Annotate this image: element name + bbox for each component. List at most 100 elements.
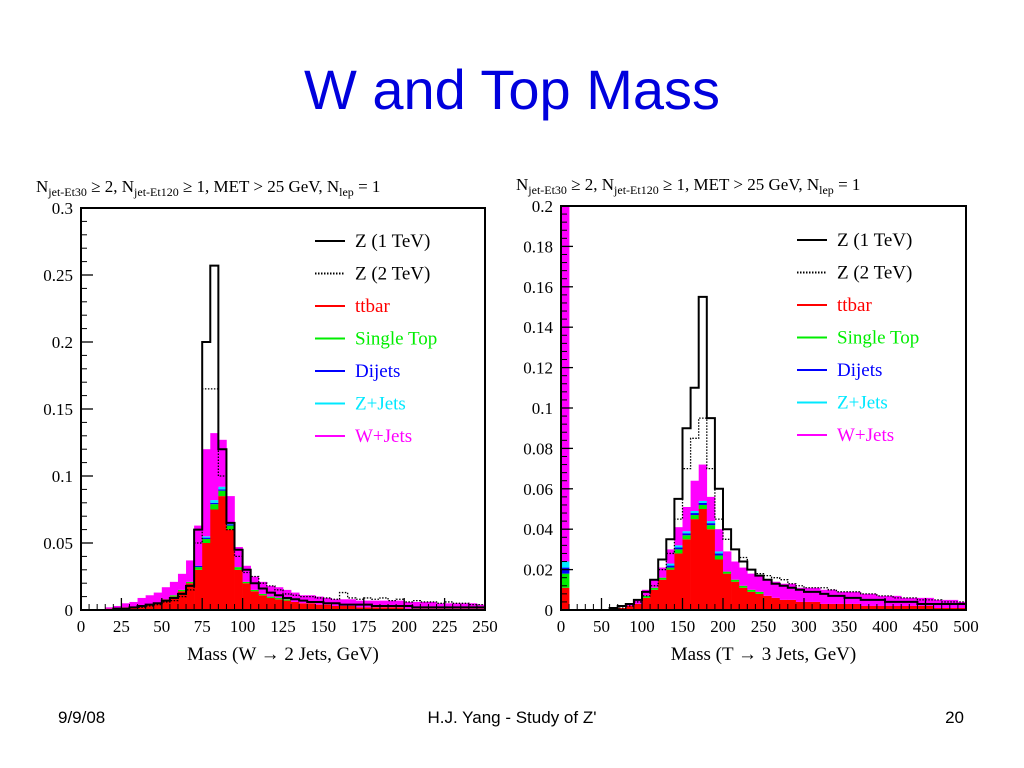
bar-single-top (666, 567, 675, 570)
x-tick-label: 300 (791, 617, 817, 636)
x-tick-label: 50 (593, 617, 610, 636)
bar-single-top (682, 535, 691, 540)
bar-single-top (242, 581, 251, 584)
legend-label-zjets: Z+Jets (355, 394, 406, 415)
x-tick-label: 0 (77, 617, 86, 636)
bar-single-top (202, 538, 211, 543)
bar-ttbar (194, 569, 203, 610)
bar-ttbar (339, 605, 348, 610)
bar-ttbar (177, 591, 187, 610)
bar-single-top (739, 585, 748, 588)
bar-wjets (828, 589, 837, 604)
bar-single-top (266, 596, 276, 598)
x-axis-label: Mass (W → 2 Jets, GeV) (187, 644, 379, 665)
w-mass-histogram: Njet-Et30​ ≥ 2, Njet-Et120​ ≥ 1, MET > 2… (36, 177, 498, 665)
bar-wjets (129, 601, 138, 608)
legend-label-z1: Z (1 TeV) (355, 231, 430, 252)
y-tick-label: 0.2 (532, 197, 553, 216)
bar-ttbar (836, 603, 845, 610)
bar-wjets (218, 439, 227, 487)
y-tick-label: 0.14 (523, 318, 553, 337)
bar-ttbar (804, 601, 813, 610)
bar-single-top (218, 490, 227, 497)
bar-ttbar (363, 607, 373, 610)
bar-ttbar (234, 569, 243, 610)
bar-wjets (642, 589, 651, 596)
bar-ttbar (609, 607, 618, 610)
bar-wjets (379, 600, 389, 608)
bar-wjets (161, 587, 171, 600)
y-tick-label: 0.04 (523, 520, 553, 539)
bar-zjets (682, 531, 691, 534)
bar-dijets (226, 524, 235, 526)
legend-label-z2: Z (2 TeV) (837, 263, 912, 284)
bar-wjets (307, 595, 316, 604)
bar-ttbar (723, 573, 732, 610)
bar-wjets (925, 597, 934, 606)
y-tick-label: 0.06 (523, 480, 553, 499)
bar-wjets (113, 605, 122, 609)
y-tick-label: 0.12 (523, 359, 553, 378)
y-tick-label: 0.1 (532, 399, 553, 418)
bar-wjets (787, 583, 797, 600)
legend-label-single-top: Single Top (837, 328, 919, 349)
bar-single-top (714, 555, 724, 560)
bar-wjets (210, 433, 219, 501)
bar-wjets (436, 603, 445, 609)
bar-single-top (747, 589, 756, 592)
bar-ttbar (820, 603, 829, 610)
bar-wjets (755, 575, 764, 592)
x-tick-label: 200 (710, 617, 736, 636)
slide-title: W and Top Mass (303, 58, 721, 121)
bar-ttbar (258, 595, 268, 610)
bar-wjets (804, 587, 813, 602)
x-tick-label: 125 (270, 617, 296, 636)
bar-single-top (755, 591, 764, 594)
x-tick-label: 450 (913, 617, 939, 636)
bar-dijets (194, 565, 203, 568)
bar-wjets (234, 547, 243, 568)
bar-single-top (674, 549, 683, 554)
bar-wjets (323, 597, 332, 605)
bar-ttbar (129, 607, 138, 610)
bar-ttbar (315, 604, 324, 610)
bar-ttbar (266, 597, 276, 610)
bar-wjets (460, 603, 470, 609)
legend: Z (1 TeV) Z (2 TeV) ttbar Single Top Dijets Z… (797, 230, 919, 446)
bar-ttbar (885, 605, 894, 610)
bar-ttbar (706, 529, 716, 610)
bar-single-top (650, 587, 659, 590)
legend-label-dijets: Dijets (355, 361, 400, 382)
bar-single-top (642, 595, 651, 598)
bar-ttbar (218, 496, 227, 610)
bar-ttbar (161, 599, 171, 610)
bar-ttbar (137, 605, 146, 610)
bar-wjets (452, 603, 462, 609)
bar-zjets (706, 521, 716, 524)
bar-single-top (186, 581, 195, 584)
bar-ttbar (371, 607, 381, 610)
bar-ttbar (210, 509, 219, 610)
bar-ttbar (901, 605, 910, 610)
bar-ttbar (755, 593, 764, 610)
bar-zjets (666, 563, 675, 566)
bar-wjets (347, 599, 357, 606)
bar-wjets (121, 603, 130, 608)
bar-ttbar (698, 509, 708, 610)
bar-single-top (226, 525, 235, 530)
bar-ttbar (250, 591, 260, 610)
bar-single-top (177, 589, 187, 592)
bar-ttbar (925, 605, 934, 610)
bar-single-top (706, 525, 716, 530)
y-tick-label: 0 (65, 601, 74, 620)
bar-dijets (202, 537, 211, 539)
y-tick-label: 0.15 (43, 400, 73, 419)
footer-page-number: 20 (945, 708, 964, 727)
bar-wjets (226, 496, 235, 523)
bar-ttbar (145, 604, 155, 610)
bar-ttbar (787, 599, 797, 610)
legend-label-z1: Z (1 TeV) (837, 230, 912, 251)
bar-ttbar (355, 607, 365, 610)
line-z-1tev (561, 295, 967, 611)
footer-date: 9/9/08 (58, 708, 106, 727)
